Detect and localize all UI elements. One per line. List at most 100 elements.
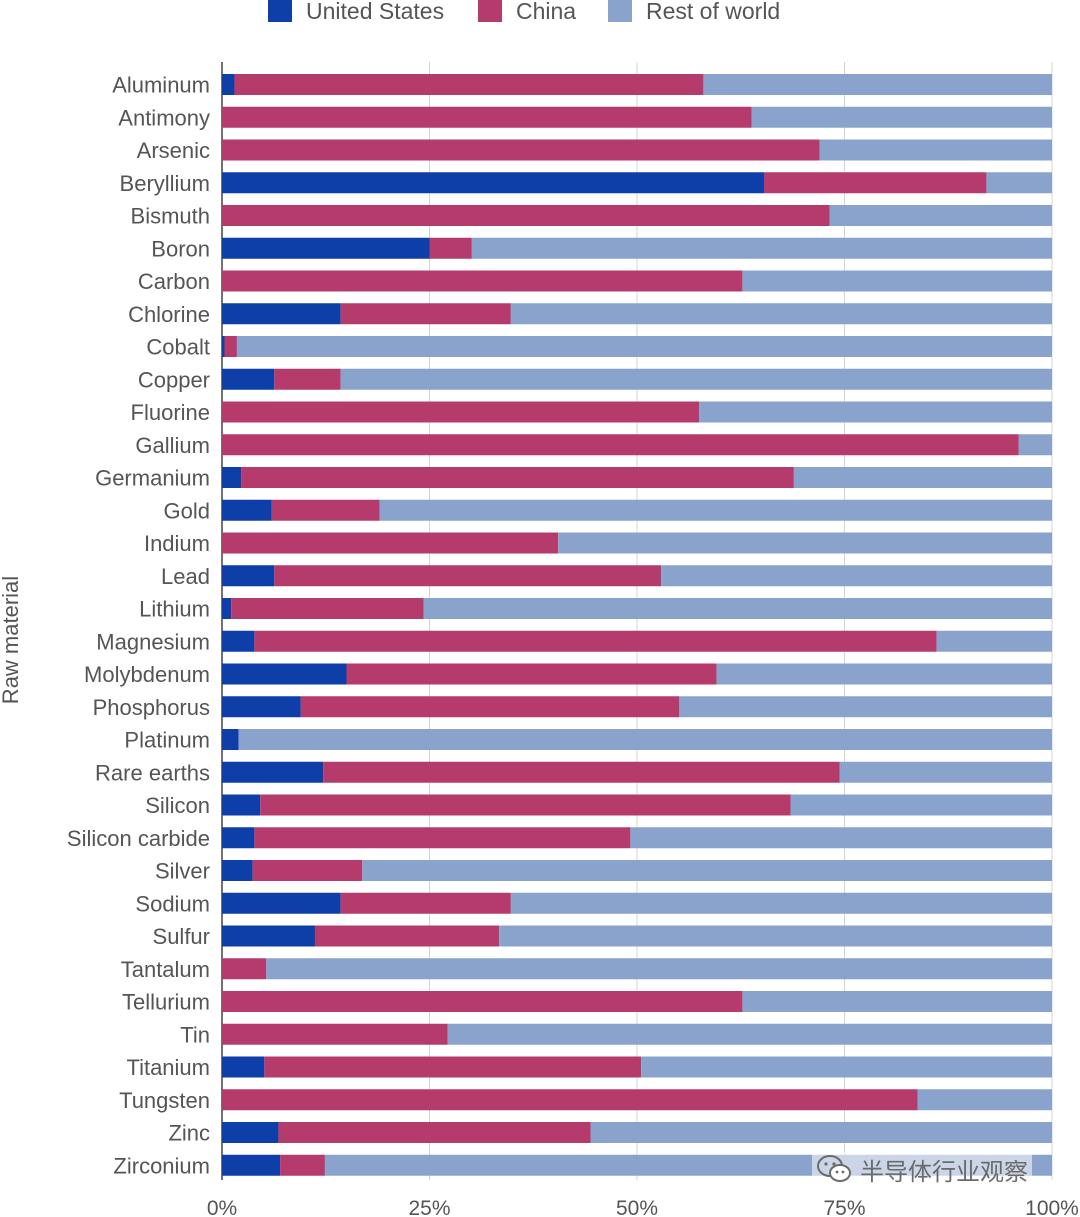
bar-lead-china <box>274 565 662 587</box>
bar-cobalt-united-states <box>222 336 225 357</box>
bar-fluorine-china <box>222 401 700 423</box>
x-tick-label: 75% <box>823 1197 865 1217</box>
category-label-zirconium: Zirconium <box>113 1153 210 1178</box>
category-label-indium: Indium <box>144 531 210 556</box>
category-label-gallium: Gallium <box>135 433 210 458</box>
bar-silver-rest-of-world <box>362 860 1052 881</box>
bar-phosphorus-united-states <box>222 696 301 718</box>
watermark: 半导体行业观察 <box>812 1152 1032 1186</box>
bar-silicon-carbide-united-states <box>222 827 255 849</box>
bar-sulfur-china <box>314 925 500 947</box>
category-label-beryllium: Beryllium <box>120 171 210 196</box>
bar-tin-rest-of-world <box>447 1023 1052 1045</box>
category-label-titanium: Titanium <box>126 1055 210 1080</box>
category-label-germanium: Germanium <box>95 466 210 491</box>
bar-silicon-carbide-rest-of-world <box>630 827 1052 849</box>
category-label-boron: Boron <box>151 236 210 261</box>
category-label-silicon: Silicon <box>145 793 210 818</box>
bar-aluminum-china <box>234 74 704 95</box>
bar-beryllium-united-states <box>222 172 764 194</box>
x-tick-label: 0% <box>207 1197 237 1217</box>
bar-phosphorus-china <box>300 696 680 718</box>
bar-germanium-rest-of-world <box>793 467 1052 488</box>
category-label-sodium: Sodium <box>135 891 210 916</box>
bar-molybdenum-china <box>346 663 717 685</box>
legend-swatch-rest-of-world <box>608 0 632 22</box>
category-label-molybdenum: Molybdenum <box>84 662 210 687</box>
bar-silicon-united-states <box>222 794 261 816</box>
category-label-platinum: Platinum <box>124 728 210 753</box>
bars <box>222 74 1053 1176</box>
bar-fluorine-rest-of-world <box>699 401 1052 423</box>
category-label-cobalt: Cobalt <box>146 335 210 360</box>
bar-beryllium-rest-of-world <box>986 172 1052 194</box>
bar-sodium-rest-of-world <box>510 892 1053 914</box>
bar-aluminum-united-states <box>222 74 235 95</box>
bar-tellurium-china <box>222 991 743 1012</box>
bar-gold-china <box>271 499 380 521</box>
bar-tungsten-china <box>222 1089 918 1111</box>
category-label-phosphorus: Phosphorus <box>93 695 210 720</box>
bar-magnesium-united-states <box>222 630 255 652</box>
bar-tungsten-rest-of-world <box>917 1089 1052 1111</box>
bar-magnesium-rest-of-world <box>936 630 1052 652</box>
category-label-lead: Lead <box>161 564 210 589</box>
category-label-tantalum: Tantalum <box>121 957 210 982</box>
bar-platinum-rest-of-world <box>238 729 1053 750</box>
bar-boron-china <box>429 237 472 259</box>
bar-lithium-china <box>231 598 424 619</box>
bar-gallium-china <box>222 434 1019 456</box>
bar-sulfur-united-states <box>222 925 315 947</box>
x-axis-ticks: 0% 25% 50% 75% 100% <box>207 1197 1079 1217</box>
bar-titanium-united-states <box>222 1056 265 1078</box>
bar-molybdenum-united-states <box>222 663 347 685</box>
bar-indium-china <box>222 532 559 554</box>
category-label-sulfur: Sulfur <box>153 924 210 949</box>
bar-tantalum-china <box>222 958 266 980</box>
bar-copper-united-states <box>222 368 275 390</box>
bar-sulfur-rest-of-world <box>499 925 1053 947</box>
category-label-silver: Silver <box>155 859 210 884</box>
x-tick-label: 100% <box>1025 1197 1079 1217</box>
bar-tellurium-rest-of-world <box>742 991 1052 1012</box>
bar-silicon-rest-of-world <box>790 794 1052 816</box>
bar-germanium-united-states <box>222 467 242 488</box>
category-label-tellurium: Tellurium <box>122 990 210 1015</box>
bar-antimony-rest-of-world <box>751 106 1052 128</box>
bar-cobalt-china <box>224 336 237 357</box>
category-label-tungsten: Tungsten <box>119 1088 210 1113</box>
bar-antimony-china <box>222 106 752 128</box>
bar-copper-rest-of-world <box>340 368 1052 390</box>
bar-silicon-china <box>260 794 791 816</box>
bar-silicon-carbide-china <box>254 827 631 849</box>
bar-lead-united-states <box>222 565 275 587</box>
bar-carbon-rest-of-world <box>742 270 1052 292</box>
bar-chlorine-united-states <box>222 303 341 325</box>
y-axis-title: Raw material <box>0 576 23 704</box>
category-label-magnesium: Magnesium <box>96 629 210 654</box>
legend-swatch-united-states <box>268 0 292 22</box>
bar-rare-earths-rest-of-world <box>839 761 1052 783</box>
legend: United States China Rest of world <box>268 0 780 24</box>
category-label-chlorine: Chlorine <box>128 302 210 327</box>
bar-sodium-united-states <box>222 892 341 914</box>
category-label-aluminum: Aluminum <box>112 73 210 98</box>
bar-zirconium-united-states <box>222 1154 281 1176</box>
legend-swatch-china <box>478 0 502 22</box>
category-label-bismuth: Bismuth <box>131 204 210 229</box>
category-label-copper: Copper <box>138 367 210 392</box>
bar-titanium-rest-of-world <box>641 1056 1052 1078</box>
bar-gold-rest-of-world <box>379 499 1052 521</box>
bar-tin-china <box>222 1023 448 1045</box>
bar-platinum-united-states <box>222 729 239 750</box>
category-label-fluorine: Fluorine <box>131 400 210 425</box>
bar-chlorine-china <box>340 303 511 325</box>
bar-boron-rest-of-world <box>471 237 1053 259</box>
bar-chlorine-rest-of-world <box>510 303 1053 325</box>
bar-rare-earths-united-states <box>222 761 324 783</box>
bar-gold-united-states <box>222 499 272 521</box>
bar-zinc-china <box>278 1122 591 1143</box>
watermark-text: 半导体行业观察 <box>860 1157 1028 1186</box>
bar-silver-united-states <box>222 860 253 881</box>
legend-label-china: China <box>516 0 576 24</box>
